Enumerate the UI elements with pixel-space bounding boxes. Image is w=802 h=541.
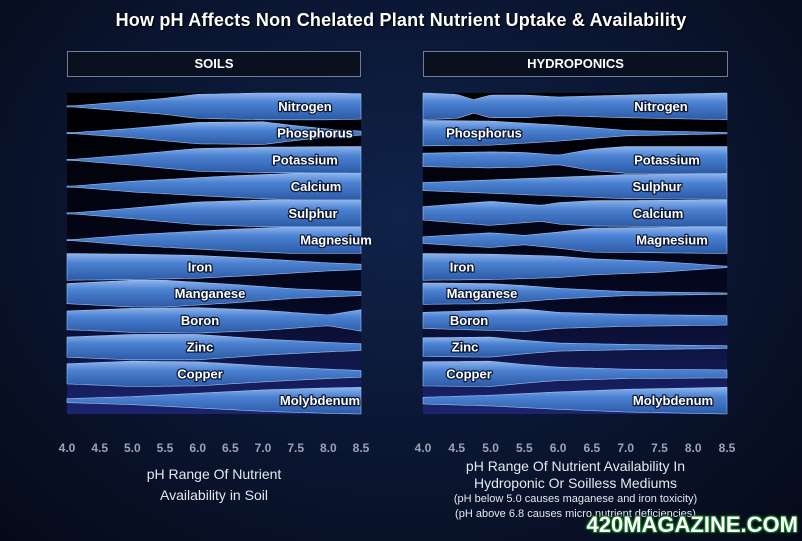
hydroponics-label-copper: Copper <box>446 366 492 381</box>
watermark-logo: 420MAGAZINE.COM <box>586 512 798 537</box>
hydroponics-note-high-ph: (pH above 6.8 causes micro nutrient defi… <box>455 508 696 520</box>
soils-band-magnesium <box>66 226 362 254</box>
hydroponics-band-nitrogen <box>422 92 728 121</box>
hydroponics-label-iron: Iron <box>450 259 475 274</box>
hydroponics-tick-6-0: 6.0 <box>550 441 567 455</box>
soils-band-nitrogen <box>66 92 362 121</box>
hydroponics-panel: Nitrogen Phosphorus Potassium Sulphur Calciu… <box>415 92 736 455</box>
soils-tick-5-0: 5.0 <box>124 441 141 455</box>
hydroponics-label-zinc: Zinc <box>452 340 479 355</box>
hydroponics-band-phosphorus <box>422 120 728 147</box>
hydroponics-band-iron <box>422 253 728 281</box>
hydroponics-caption: pH Range Of Nutrient Availability In Hyd… <box>410 458 741 522</box>
soils-band-zinc <box>66 334 362 361</box>
soils-label-phosphorus: Phosphorus <box>277 126 353 141</box>
soils-tick-8-0: 8.0 <box>320 441 337 455</box>
hydroponics-label-molybdenum: Molybdenum <box>633 393 713 408</box>
soils-label-calcium: Calcium <box>291 179 342 194</box>
hydroponics-tick-8-0: 8.0 <box>685 441 702 455</box>
soils-band-iron <box>66 253 362 281</box>
hydroponics-tick-4-5: 4.5 <box>448 441 465 455</box>
hydroponics-band-molybdenum <box>422 386 728 415</box>
soils-tick-7-0: 7.0 <box>255 441 272 455</box>
soils-label-copper: Copper <box>177 366 223 381</box>
hydroponics-panel-header: HYDROPONICS <box>423 51 728 77</box>
soils-label-magnesium: Magnesium <box>300 233 372 248</box>
hydroponics-note-low-ph: (pH below 5.0 causes maganese and iron t… <box>453 493 698 505</box>
hydroponics-label-calcium: Calcium <box>633 206 684 221</box>
soils-panel-header: SOILS <box>67 51 361 77</box>
hydroponics-label-potassium: Potassium <box>634 152 700 167</box>
hydroponics-label-sulphur: Sulphur <box>632 179 681 194</box>
soils-band-manganese <box>66 279 362 308</box>
soils-label-potassium: Potassium <box>272 152 338 167</box>
soils-tick-7-5: 7.5 <box>287 441 304 455</box>
hydroponics-band-manganese <box>422 282 728 305</box>
soils-tick-5-5: 5.5 <box>157 441 174 455</box>
soils-caption-line-2: Availability in Soil <box>160 487 268 503</box>
hydroponics-tick-5-0: 5.0 <box>482 441 499 455</box>
hydroponics-tick-5-5: 5.5 <box>516 441 533 455</box>
soils-tick-6-5: 6.5 <box>222 441 239 455</box>
hydroponics-caption-line-1: pH Range Of Nutrient Availability In <box>465 458 686 474</box>
hydroponics-label-magnesium: Magnesium <box>636 233 708 248</box>
hydroponics-label-manganese: Manganese <box>447 286 518 301</box>
soils-tick-4-0: 4.0 <box>59 441 76 455</box>
hydroponics-label-boron: Boron <box>450 313 488 328</box>
soils-label-boron: Boron <box>181 313 219 328</box>
soils-caption: pH Range Of Nutrient Availability in Soi… <box>67 464 361 506</box>
soils-panel: Nitrogen Phosphorus Potassium Calcium Sulphu… <box>59 92 373 455</box>
hydroponics-band-magnesium <box>422 226 728 254</box>
hydroponics-band-potassium <box>422 146 728 174</box>
hydroponics-tick-7-0: 7.0 <box>617 441 634 455</box>
soils-label-molybdenum: Molybdenum <box>280 393 360 408</box>
hydroponics-band-zinc <box>422 336 728 358</box>
hydroponics-tick-6-5: 6.5 <box>584 441 601 455</box>
soils-band-copper <box>66 360 362 387</box>
soils-label-manganese: Manganese <box>175 286 246 301</box>
soils-band-boron <box>66 307 362 334</box>
hydroponics-tick-4-0: 4.0 <box>415 441 432 455</box>
soils-label-iron: Iron <box>188 259 213 274</box>
hydroponics-band-copper <box>422 360 728 387</box>
hydroponics-caption-line-2: Hydroponic Or Soilless Mediums <box>473 475 678 491</box>
chart-title: How pH Affects Non Chelated Plant Nutrie… <box>115 10 687 30</box>
hydroponics-band-boron <box>422 308 728 333</box>
soils-caption-line-1: pH Range Of Nutrient <box>146 466 282 482</box>
soils-tick-4-5: 4.5 <box>91 441 108 455</box>
hydroponics-label-nitrogen: Nitrogen <box>634 99 688 114</box>
hydroponics-label-phosphorus: Phosphorus <box>446 126 522 141</box>
hydroponics-tick-8-5: 8.5 <box>719 441 736 455</box>
hydroponics-band-sulphur <box>422 173 728 200</box>
soils-tick-6-0: 6.0 <box>189 441 206 455</box>
hydroponics-tick-7-5: 7.5 <box>651 441 668 455</box>
soils-label-sulphur: Sulphur <box>288 206 337 221</box>
soils-label-nitrogen: Nitrogen <box>278 99 332 114</box>
soils-tick-8-5: 8.5 <box>353 441 370 455</box>
soils-band-phosphorus <box>66 121 362 145</box>
soils-band-molybdenum <box>66 386 362 415</box>
soils-label-zinc: Zinc <box>187 340 214 355</box>
